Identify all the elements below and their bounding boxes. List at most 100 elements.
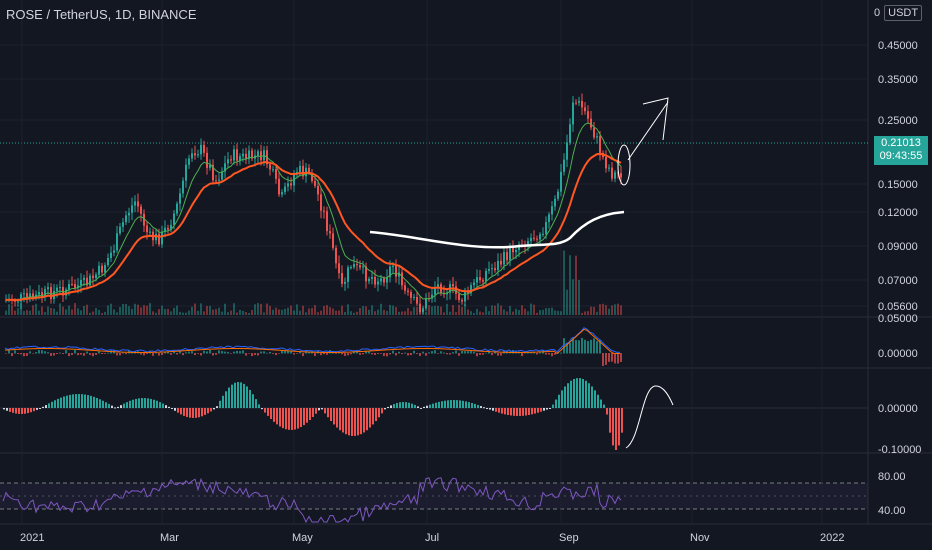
macd-bar	[62, 353, 64, 354]
macd-bar	[416, 353, 418, 354]
volume-bar	[56, 311, 58, 315]
osc-bar	[411, 403, 413, 408]
volume-bar	[149, 303, 151, 315]
candle	[164, 227, 166, 232]
candle	[281, 192, 283, 195]
macd-bar	[5, 353, 7, 354]
candle	[83, 277, 85, 280]
volume-bar	[173, 307, 175, 315]
candle	[230, 159, 232, 161]
candle	[302, 165, 304, 177]
macd-bar	[191, 351, 193, 354]
macd-bar	[464, 351, 466, 354]
osc-bar	[21, 408, 23, 414]
osc-bar	[567, 383, 569, 408]
macd-bar	[116, 353, 118, 356]
osc-bar	[363, 408, 365, 433]
volume-bar	[599, 304, 601, 315]
osc-bar	[36, 408, 38, 410]
macd-bar	[245, 353, 247, 356]
osc-bar	[588, 383, 590, 408]
volume-bar	[428, 305, 430, 315]
macd-bar	[470, 351, 472, 354]
volume-bar	[182, 312, 184, 315]
osc-bar	[87, 395, 89, 408]
volume-bar	[113, 309, 115, 315]
osc-bar	[258, 404, 260, 408]
macd-bar	[611, 353, 613, 362]
volume-bar	[65, 309, 67, 315]
volume-bar	[281, 309, 283, 315]
macd-bar	[599, 339, 601, 354]
macd-bar	[602, 353, 604, 366]
volume-bar	[503, 309, 505, 315]
volume-bar	[614, 304, 616, 315]
macd-bar	[449, 353, 451, 355]
candle	[470, 285, 472, 294]
symbol-title[interactable]: ROSE / TetherUS, 1D, BINANCE	[6, 7, 197, 22]
candle	[188, 158, 190, 165]
volume-bar	[590, 306, 592, 315]
volume-bar	[434, 305, 436, 315]
candle	[218, 179, 220, 181]
time-tick-label: May	[292, 532, 313, 544]
osc-bar	[603, 404, 605, 408]
volume-bar	[542, 309, 544, 315]
volume-bar	[35, 303, 37, 315]
macd-bar	[581, 338, 583, 354]
candle	[161, 231, 163, 245]
candle	[209, 164, 211, 168]
osc-bar	[318, 408, 320, 411]
candle	[494, 268, 496, 271]
candle	[329, 231, 331, 234]
osc-bar	[561, 390, 563, 408]
macd-bar	[608, 353, 610, 362]
macd-bar	[383, 353, 385, 357]
volume-bar	[266, 303, 268, 315]
volume-bar	[209, 305, 211, 315]
candle	[200, 144, 202, 155]
osc-bar	[210, 408, 212, 412]
osc-bar	[177, 408, 179, 413]
osc-bar	[105, 402, 107, 408]
candle	[473, 282, 475, 286]
macd-bar	[161, 353, 163, 356]
volume-bar	[443, 312, 445, 315]
osc-bar	[144, 398, 146, 408]
osc-bar	[225, 391, 227, 408]
osc-bar	[465, 401, 467, 408]
candle	[257, 151, 259, 156]
osc-bar	[387, 406, 389, 408]
candle	[29, 293, 31, 298]
macd-bar	[218, 350, 220, 354]
candle	[479, 277, 481, 281]
macd-bar	[401, 353, 403, 355]
osc-bar	[609, 408, 611, 433]
candle	[107, 258, 109, 266]
osc-bar	[330, 408, 332, 422]
macd-bar	[341, 353, 343, 355]
last-price: 0.21013	[881, 137, 921, 149]
volume-bar	[407, 308, 409, 315]
osc-bar	[12, 408, 14, 413]
macd-bar	[164, 351, 166, 354]
volume-bar	[356, 311, 358, 315]
osc-bar	[216, 406, 218, 408]
volume-bar	[350, 311, 352, 315]
macd-bar	[350, 353, 352, 355]
macd-bar	[74, 350, 76, 354]
volume-bar	[359, 308, 361, 315]
candle	[314, 181, 316, 186]
macd-bar	[272, 353, 274, 354]
volume-bar	[314, 305, 316, 315]
volume-bar	[227, 312, 229, 315]
candle	[500, 260, 502, 265]
volume-bar	[245, 312, 247, 315]
volume-bar	[176, 305, 178, 315]
volume-bar	[188, 310, 190, 315]
osc-bar	[531, 408, 533, 415]
currency-button[interactable]: 0 USDT	[874, 5, 923, 21]
volume-bar	[437, 305, 439, 315]
macd-bar	[170, 353, 172, 355]
